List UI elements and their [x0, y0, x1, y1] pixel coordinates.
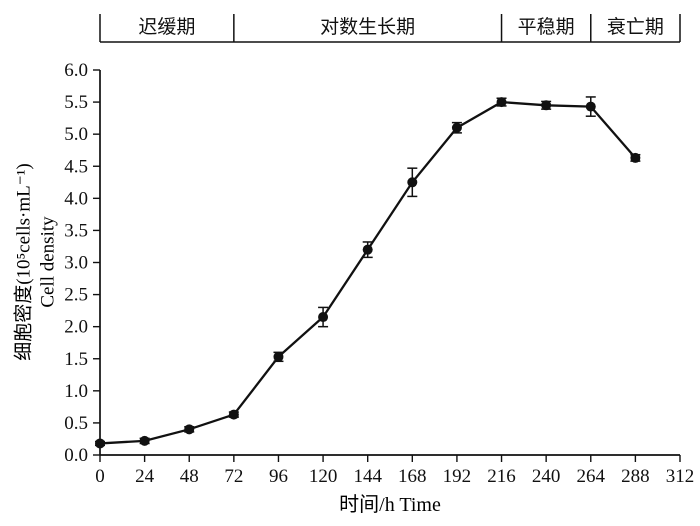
y-tick-label: 2.5 — [64, 285, 88, 306]
x-tick-label: 240 — [532, 466, 561, 487]
x-tick-label: 288 — [621, 466, 650, 487]
y-tick-label: 0.0 — [64, 445, 88, 466]
y-tick-label: 6.0 — [64, 60, 88, 81]
x-tick-label: 72 — [224, 466, 243, 487]
y-axis-title: 细胞密度(10⁵cells·mL⁻¹) Cell density — [12, 163, 60, 361]
y-axis-title-en: Cell density — [37, 216, 58, 308]
x-tick-label: 216 — [487, 466, 516, 487]
x-axis-title: 时间/h Time — [339, 494, 441, 516]
data-point-marker — [184, 424, 195, 435]
x-tick-label: 96 — [269, 466, 288, 487]
data-point-marker — [273, 351, 284, 362]
y-tick-label: 1.5 — [64, 349, 88, 370]
data-point-marker — [407, 177, 418, 188]
phase-label: 衰亡期 — [607, 16, 664, 38]
data-point-marker — [541, 100, 552, 111]
y-tick-label: 5.5 — [64, 92, 88, 113]
x-tick-label: 192 — [443, 466, 472, 487]
y-tick-label: 3.5 — [64, 220, 88, 241]
data-point-marker — [630, 152, 641, 163]
y-tick-label: 1.0 — [64, 381, 88, 402]
x-tick-label: 264 — [577, 466, 606, 487]
data-point-marker — [362, 244, 373, 255]
x-tick-label: 24 — [135, 466, 155, 487]
growth-curve-line — [99, 100, 637, 445]
data-point-marker — [139, 435, 150, 446]
y-tick-label: 2.0 — [64, 317, 88, 338]
y-tick-label: 4.0 — [64, 188, 88, 209]
data-point-marker — [585, 101, 596, 112]
data-point-marker — [451, 122, 462, 133]
y-axis-title-cn: 细胞密度(10⁵cells·mL⁻¹) — [13, 163, 35, 361]
x-tick-label: 312 — [666, 466, 695, 487]
x-tick-label: 48 — [180, 466, 199, 487]
y-tick-label: 3.0 — [64, 253, 88, 274]
phase-label: 对数生长期 — [320, 16, 415, 38]
x-tick-label: 168 — [398, 466, 427, 487]
y-tick-label: 5.0 — [64, 124, 88, 145]
x-tick-label: 0 — [95, 466, 105, 487]
phase-label: 迟缓期 — [138, 16, 195, 38]
y-tick-label: 0.5 — [64, 413, 88, 434]
x-tick-label: 120 — [309, 466, 338, 487]
data-point-marker — [318, 312, 329, 323]
x-tick-label: 144 — [353, 466, 382, 487]
data-point-marker — [228, 409, 239, 420]
data-point-marker — [95, 438, 105, 449]
y-tick-label: 4.5 — [64, 156, 88, 177]
data-point-marker — [496, 97, 507, 108]
phase-label: 平稳期 — [518, 16, 575, 38]
